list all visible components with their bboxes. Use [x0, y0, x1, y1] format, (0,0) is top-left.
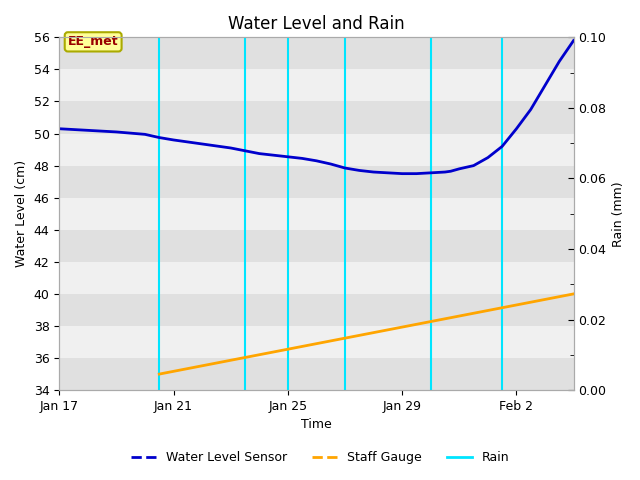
Bar [60, 294, 573, 326]
Bar [60, 358, 573, 390]
Bar [60, 37, 573, 70]
Bar [60, 198, 573, 230]
X-axis label: Time: Time [301, 419, 332, 432]
Y-axis label: Rain (mm): Rain (mm) [612, 181, 625, 247]
Bar [60, 230, 573, 262]
Y-axis label: Water Level (cm): Water Level (cm) [15, 160, 28, 267]
Bar [60, 133, 573, 166]
Legend: Water Level Sensor, Staff Gauge, Rain: Water Level Sensor, Staff Gauge, Rain [125, 446, 515, 469]
Bar [60, 101, 573, 133]
Title: Water Level and Rain: Water Level and Rain [228, 15, 404, 33]
Bar [60, 326, 573, 358]
Text: EE_met: EE_met [68, 36, 118, 48]
Bar [60, 262, 573, 294]
Bar [60, 166, 573, 198]
Bar [60, 70, 573, 101]
